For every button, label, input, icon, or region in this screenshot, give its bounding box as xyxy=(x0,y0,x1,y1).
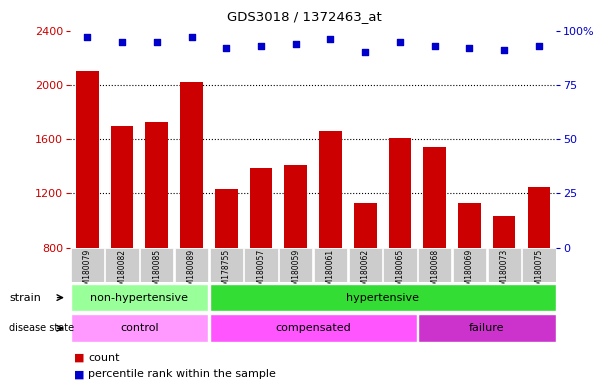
Bar xyxy=(145,122,168,356)
Text: GSM180085: GSM180085 xyxy=(152,249,161,295)
Text: GSM180073: GSM180073 xyxy=(500,249,509,295)
Bar xyxy=(383,248,416,281)
Text: GSM180069: GSM180069 xyxy=(465,249,474,295)
Text: non-hypertensive: non-hypertensive xyxy=(91,293,188,303)
Bar xyxy=(453,248,486,281)
Bar xyxy=(210,248,243,281)
Bar xyxy=(215,189,238,356)
Text: GSM180059: GSM180059 xyxy=(291,249,300,295)
Text: GSM180068: GSM180068 xyxy=(430,249,439,295)
Text: GSM180089: GSM180089 xyxy=(187,249,196,295)
Point xyxy=(395,38,405,45)
Bar xyxy=(348,248,382,281)
Text: control: control xyxy=(120,323,159,333)
Bar xyxy=(244,248,278,281)
Text: hypertensive: hypertensive xyxy=(346,293,419,303)
Bar xyxy=(418,314,556,342)
Text: GSM180061: GSM180061 xyxy=(326,249,335,295)
Point xyxy=(83,34,92,40)
Bar xyxy=(423,147,446,356)
Bar xyxy=(389,138,411,356)
Bar xyxy=(319,131,342,356)
Bar xyxy=(76,71,98,356)
Text: disease state: disease state xyxy=(9,323,74,333)
Bar xyxy=(418,248,451,281)
Text: ■: ■ xyxy=(74,369,85,379)
Bar xyxy=(528,187,550,356)
Point xyxy=(117,38,127,45)
Bar xyxy=(210,284,556,311)
Text: GSM180075: GSM180075 xyxy=(534,249,544,295)
Text: failure: failure xyxy=(469,323,505,333)
Bar xyxy=(279,248,313,281)
Text: ■: ■ xyxy=(74,353,85,363)
Bar xyxy=(210,314,416,342)
Point xyxy=(291,41,300,47)
Text: GSM180057: GSM180057 xyxy=(257,249,266,295)
Bar xyxy=(180,82,203,356)
Text: strain: strain xyxy=(9,293,41,303)
Bar xyxy=(458,203,481,356)
Bar xyxy=(71,248,104,281)
Bar xyxy=(175,248,208,281)
Bar xyxy=(140,248,173,281)
Bar xyxy=(111,126,133,356)
Point xyxy=(499,47,509,53)
Bar xyxy=(285,165,307,356)
Point xyxy=(534,43,544,49)
Point xyxy=(361,49,370,55)
Bar xyxy=(522,248,556,281)
Text: GSM180062: GSM180062 xyxy=(361,249,370,295)
Point xyxy=(465,45,474,51)
Text: compensated: compensated xyxy=(275,323,351,333)
Point xyxy=(152,38,162,45)
Text: GSM180079: GSM180079 xyxy=(83,249,92,295)
Text: GSM180065: GSM180065 xyxy=(395,249,404,295)
Bar xyxy=(250,168,272,356)
Bar xyxy=(105,248,139,281)
Text: percentile rank within the sample: percentile rank within the sample xyxy=(88,369,276,379)
Bar xyxy=(488,248,521,281)
Bar xyxy=(71,314,208,342)
Text: GDS3018 / 1372463_at: GDS3018 / 1372463_at xyxy=(227,10,381,23)
Text: GSM178755: GSM178755 xyxy=(222,249,231,295)
Point xyxy=(221,45,231,51)
Bar xyxy=(314,248,347,281)
Text: GSM180082: GSM180082 xyxy=(117,249,126,295)
Bar xyxy=(354,203,376,356)
Bar xyxy=(71,284,208,311)
Text: count: count xyxy=(88,353,120,363)
Point xyxy=(187,34,196,40)
Point xyxy=(430,43,440,49)
Point xyxy=(326,36,336,43)
Bar xyxy=(493,217,516,356)
Point xyxy=(256,43,266,49)
